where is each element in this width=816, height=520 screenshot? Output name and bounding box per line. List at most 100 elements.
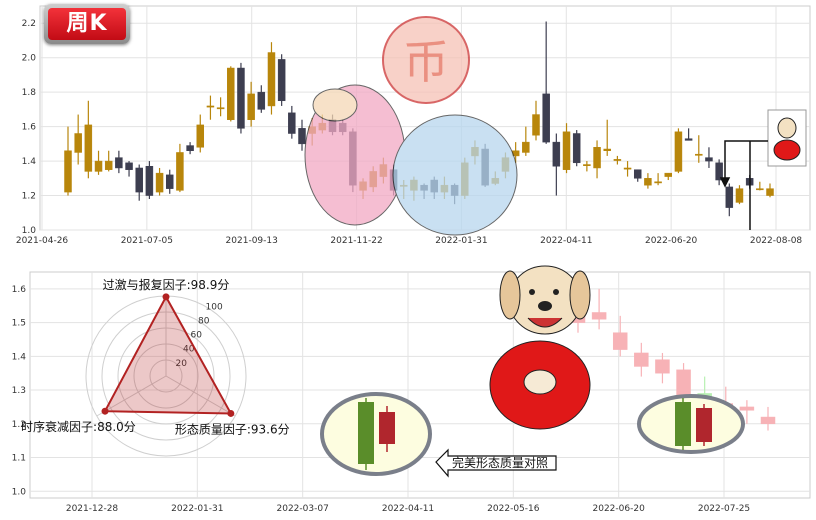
chart1-candle: [94, 150, 103, 175]
legend-candle-icon: [358, 398, 374, 470]
chart2-xtick-label: 2022-06-20: [593, 504, 646, 514]
chart1-candle: [277, 54, 286, 106]
chart2-candle: [739, 400, 755, 424]
chart1-candle: [562, 123, 571, 174]
chart1-xtick-label: 2022-08-08: [750, 236, 803, 246]
chart1-ytick-label: 1.8: [22, 88, 37, 98]
chart1-xtick-label: 2022-06-20: [645, 236, 698, 246]
callout-arrow: 完美形态质量对照: [435, 448, 557, 478]
chart1-candle: [64, 126, 72, 196]
chart1-candle: [216, 97, 225, 117]
chart1-ytick-label: 1.2: [22, 192, 36, 202]
chart1-candle: [288, 105, 296, 139]
dog-mascot-icon: [489, 265, 591, 430]
radar-ring-label: 20: [176, 359, 188, 369]
chart2-ytick-label: 1.3: [12, 386, 26, 396]
chart1-xtick-label: 2021-04-26: [16, 236, 69, 246]
legend-box-actual: [637, 394, 745, 454]
chart1-xtick-label: 2022-01-31: [435, 236, 487, 246]
chart1-xtick-label: 2021-09-13: [226, 236, 278, 246]
chart1-candle: [542, 21, 550, 144]
chart2-candle: [612, 315, 628, 357]
chart1-candle: [583, 161, 591, 172]
chart2-candle: [591, 288, 607, 330]
chart1-candle: [196, 114, 205, 153]
chart1-candle: [522, 126, 530, 156]
radar-point: [162, 293, 170, 301]
chart1-candle: [572, 130, 581, 167]
chart2-ytick-label: 1.4: [12, 352, 27, 362]
chart1-candle: [267, 42, 276, 115]
chart1-candle: [613, 155, 622, 165]
radar-axis-label: 过激与报复因子:98.9分: [103, 277, 230, 292]
legend-candle-icon: [379, 406, 395, 452]
chart2-xtick-label: 2022-03-07: [277, 504, 329, 514]
chart1-candle: [247, 81, 255, 127]
chart2-ytick-label: 1.6: [12, 285, 27, 295]
chart1-candle: [766, 183, 774, 198]
radar-axis: [165, 375, 236, 417]
chart1-ytick-label: 1.6: [22, 123, 37, 133]
chart2-xtick-label: 2022-04-11: [382, 504, 434, 514]
pointer-arrows: [719, 140, 768, 230]
chart1-candle: [206, 95, 215, 120]
chart1-candle: [735, 185, 744, 205]
chart1-ytick-label: 2.0: [22, 54, 37, 64]
radar-axis-label: 形态质量因子:93.6分: [175, 422, 290, 436]
chart1-candle: [227, 66, 235, 122]
svg-text:币: 币: [403, 35, 449, 89]
chart1-candle: [715, 159, 723, 186]
chart1-ytick-label: 2.2: [22, 19, 36, 29]
period-badge: 周K: [44, 4, 130, 44]
chart1-candle: [135, 164, 143, 201]
chart1-candle: [623, 161, 632, 177]
chart1-candle: [104, 150, 113, 172]
chart1-candle: [756, 181, 764, 191]
radar-ring-label: 80: [198, 316, 210, 326]
chart1-candle: [145, 161, 154, 199]
chart1-xtick-label: 2022-04-11: [540, 236, 592, 246]
chart1-candle: [593, 140, 601, 179]
chart1-candle: [84, 100, 93, 179]
chart1-candle: [532, 100, 540, 141]
chart1-candle: [552, 133, 561, 196]
legend-candle-icon: [675, 398, 691, 450]
chart1-candle: [155, 167, 164, 196]
chart1-candle: [664, 172, 673, 181]
chart2-ytick-label: 1.0: [12, 487, 27, 497]
callout-label: 完美形态质量对照: [452, 455, 548, 470]
chart2-candle: [655, 352, 670, 384]
chart1-candle: [257, 85, 266, 113]
chart1-candle: [115, 150, 123, 174]
chart1-candle: [684, 128, 693, 141]
radar-point: [101, 407, 109, 415]
chart1-candle: [633, 169, 642, 182]
chart1-candle: [74, 114, 82, 165]
chart1-candle: [654, 173, 662, 186]
radar-area: [103, 294, 233, 415]
chart1-candle: [725, 183, 734, 217]
legend-candle-icon: [696, 404, 712, 446]
chart2-xtick-label: 2022-05-16: [487, 504, 540, 514]
chart2-xtick-label: 2022-01-31: [171, 504, 223, 514]
chart1-ytick-label: 1.0: [22, 226, 37, 236]
radar-ring-label: 60: [191, 331, 203, 341]
chart1-candle: [176, 143, 184, 193]
chart1-candle: [298, 119, 306, 151]
period-badge-label: 周K: [48, 8, 126, 40]
chart2-xtick-label: 2022-07-25: [698, 504, 750, 514]
radar-ring-label: 40: [183, 345, 195, 355]
chart1-xtick-label: 2021-11-22: [330, 236, 382, 246]
avatar-icon: [767, 109, 807, 167]
chart2-ytick-label: 1.5: [12, 319, 26, 329]
chart1-candle: [644, 173, 652, 189]
chart2-xtick-label: 2021-12-28: [66, 504, 119, 514]
chart1-candle: [237, 62, 245, 134]
chart1-xtick-label: 2021-07-05: [121, 236, 173, 246]
radar-point: [227, 409, 235, 417]
chart2-candle: [634, 342, 649, 377]
legend-box-ideal: [320, 392, 432, 476]
radar-ring-label: 100: [206, 302, 223, 312]
chart1-candle: [603, 119, 611, 156]
